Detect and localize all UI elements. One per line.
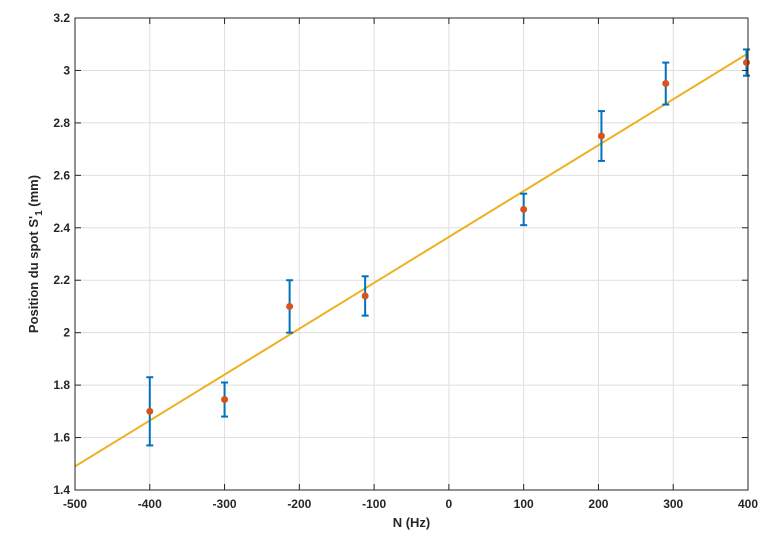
data-point <box>221 396 229 404</box>
x-tick-label: -100 <box>362 497 386 511</box>
y-axis-label-subscript: 1 <box>34 210 45 216</box>
y-axis-label-main: Position du spot S' <box>26 216 41 333</box>
data-point <box>520 205 528 213</box>
y-tick-labels: 1.4 1.6 1.8 2 2.2 2.4 2.6 2.8 3 3.2 <box>53 11 70 497</box>
y-tick-label: 2 <box>63 326 70 340</box>
y-tick-label: 2.6 <box>53 168 70 182</box>
data-point <box>662 80 670 88</box>
y-axis-label-unit: (mm) <box>26 175 41 210</box>
x-tick-label: 0 <box>446 497 453 511</box>
fit-line-group <box>74 52 749 468</box>
y-tick-label: 2.8 <box>53 116 70 130</box>
x-axis-label: N (Hz) <box>393 515 431 530</box>
x-tick-label: 400 <box>738 497 758 511</box>
x-tick-label: -200 <box>287 497 311 511</box>
data-point <box>286 302 294 310</box>
fit-line <box>74 52 749 468</box>
data-point <box>743 59 751 67</box>
x-tick-labels: -500 -400 -300 -200 -100 0 100 200 300 400 <box>63 497 758 511</box>
x-tick-label: -500 <box>63 497 87 511</box>
y-tick-label: 1.4 <box>53 483 70 497</box>
ticks <box>74 17 749 491</box>
x-tick-label: 300 <box>663 497 683 511</box>
x-tick-label: -300 <box>213 497 237 511</box>
y-tick-label: 3 <box>63 63 70 77</box>
y-axis-label: Position du spot S'1 (mm) <box>26 175 45 333</box>
y-tick-label: 1.6 <box>53 431 70 445</box>
x-tick-label: 100 <box>514 497 534 511</box>
y-tick-label: 2.2 <box>53 273 70 287</box>
y-tick-label: 3.2 <box>53 11 70 25</box>
x-tick-label: 200 <box>588 497 608 511</box>
y-tick-label: 2.4 <box>53 221 70 235</box>
data-point <box>361 292 369 300</box>
plot-frame <box>74 17 749 491</box>
data-point <box>597 132 605 140</box>
data-point <box>146 407 154 415</box>
plot-background <box>75 18 748 490</box>
x-tick-label: -400 <box>138 497 162 511</box>
y-tick-label: 1.8 <box>53 378 70 392</box>
